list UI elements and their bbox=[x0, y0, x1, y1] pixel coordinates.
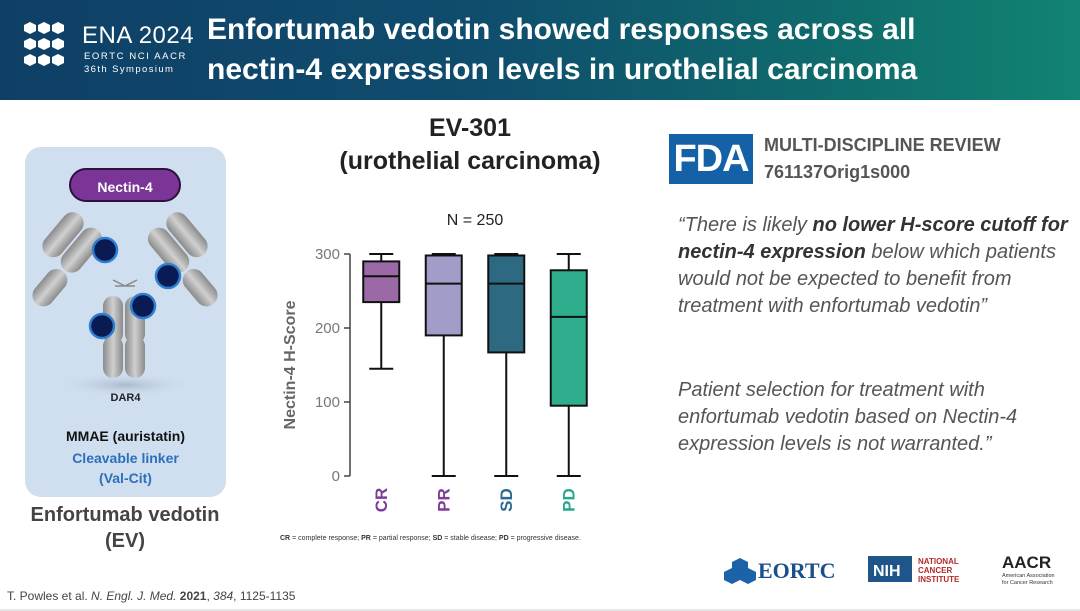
quote-emphasis: no lower H-score cutoff for nectin-4 exp… bbox=[678, 214, 1068, 263]
category-label-PD: PD bbox=[559, 488, 578, 512]
category-label-SD: SD bbox=[497, 488, 516, 512]
conference-symposium: 36th Symposium bbox=[84, 64, 175, 75]
box-CR bbox=[362, 260, 401, 304]
category-label-CR: CR bbox=[372, 488, 391, 513]
footnote-sd-abbr: SD bbox=[432, 535, 443, 542]
drug-name-line2: (EV) bbox=[105, 530, 145, 552]
fda-review-title: MULTI-DISCIPLINE REVIEW bbox=[764, 135, 1001, 155]
nih-nci-logo: NIH NATIONAL CANCER INSTITUTE bbox=[868, 556, 960, 584]
y-tick-label-100: 100 bbox=[315, 394, 340, 411]
fda-quote: “There is likely no lower H-score cutoff… bbox=[678, 212, 1068, 320]
trial-name: EV-301 bbox=[428, 114, 511, 142]
aacr-sub2: for Cancer Research bbox=[1002, 580, 1053, 586]
ena-logo-icon bbox=[24, 22, 64, 66]
aacr-logo: AACR American Association for Cancer Res… bbox=[1002, 553, 1055, 586]
linker-label-line2: (Val-Cit) bbox=[99, 470, 152, 486]
footnote-pd-text: = progressive disease. bbox=[508, 535, 581, 542]
fda-review-id: 761137Orig1s000 bbox=[764, 162, 911, 182]
citation-pages: , 1125-1135 bbox=[233, 589, 296, 603]
aacr-sub1: American Association bbox=[1002, 573, 1055, 579]
citation-authors: T. Powles et al. bbox=[7, 589, 92, 603]
footnote-cr-abbr: CR bbox=[280, 535, 291, 542]
citation-volume: 384 bbox=[213, 589, 234, 603]
footnote-pr-text: = partial response; bbox=[370, 535, 433, 542]
citation-year: 2021 bbox=[179, 589, 207, 603]
quote-rest: below which patients would not be expect… bbox=[678, 241, 1056, 317]
nci-line2: CANCER bbox=[918, 566, 952, 575]
antibody-drug-conjugate-icon bbox=[32, 212, 218, 397]
footer-divider bbox=[0, 609, 1080, 611]
partner-logos: EORTC NIH NATIONAL CANCER INSTITUTE AACR… bbox=[724, 553, 1055, 586]
citation-journal: N. Engl. J. Med. bbox=[91, 589, 177, 603]
fda-logo: FDA bbox=[669, 134, 753, 184]
h-score-boxplot: N = 250 0 100 200 300 Nectin-4 H-Score CR PR SD P… bbox=[282, 212, 588, 513]
nih-logo-text: NIH bbox=[873, 563, 901, 580]
linker-label-line1: Cleavable linker bbox=[72, 450, 179, 466]
footnote-pd-abbr: PD bbox=[498, 535, 509, 542]
y-axis-label: Nectin-4 H-Score bbox=[282, 300, 299, 429]
conference-name: ENA 2024 bbox=[82, 22, 195, 49]
box-PR bbox=[424, 254, 463, 337]
payload-label: MMAE (auristatin) bbox=[66, 428, 185, 444]
box-PD bbox=[549, 269, 588, 407]
chart-annotation: N = 250 bbox=[447, 212, 504, 229]
y-tick-label-0: 0 bbox=[332, 468, 340, 485]
header-banner: ENA 2024 EORTC NCI AACR 36th Symposium E… bbox=[0, 0, 1080, 100]
eortc-logo-text: EORTC bbox=[758, 558, 835, 583]
nectin-4-pill: Nectin-4 bbox=[69, 168, 181, 202]
box-SD bbox=[487, 254, 526, 354]
y-tick-label-300: 300 bbox=[315, 246, 340, 263]
eortc-logo: EORTC bbox=[724, 558, 835, 584]
fda-conclusion: Patient selection for treatment with enf… bbox=[678, 379, 1018, 455]
trial-indication: (urothelial carcinoma) bbox=[339, 147, 601, 175]
conference-orgs: EORTC NCI AACR bbox=[84, 51, 187, 62]
slide-title-line2: nectin-4 expression levels in urothelial… bbox=[207, 53, 918, 86]
dar-label: DAR4 bbox=[110, 392, 141, 404]
y-tick-label-200: 200 bbox=[315, 320, 340, 337]
drug-name-line1: Enfortumab vedotin bbox=[30, 504, 220, 526]
citation: T. Powles et al. N. Engl. J. Med. 2021 , … bbox=[7, 589, 296, 603]
abbreviation-footnote: CR = complete response; PR = partial res… bbox=[280, 535, 640, 542]
slide-title: Enfortumab vedotin showed responses acro… bbox=[207, 10, 1067, 90]
nci-line3: INSTITUTE bbox=[918, 575, 960, 584]
nci-line1: NATIONAL bbox=[918, 557, 959, 566]
footnote-cr-text: = complete response; bbox=[290, 535, 362, 542]
category-label-PR: PR bbox=[434, 488, 453, 512]
aacr-logo-text: AACR bbox=[1002, 553, 1051, 572]
quote-open: “There is likely bbox=[678, 214, 813, 236]
footnote-pr-abbr: PR bbox=[361, 535, 371, 542]
slide-title-line1: Enfortumab vedotin showed responses acro… bbox=[207, 13, 916, 46]
footnote-sd-text: = stable disease; bbox=[442, 535, 499, 542]
